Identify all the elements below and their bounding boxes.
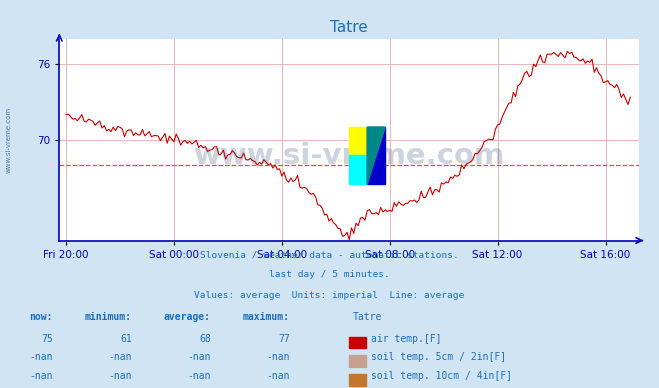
Text: -nan: -nan xyxy=(187,371,211,381)
Text: Slovenia / weather data - automatic stations.: Slovenia / weather data - automatic stat… xyxy=(200,250,459,259)
Text: Values: average  Units: imperial  Line: average: Values: average Units: imperial Line: av… xyxy=(194,291,465,300)
Bar xyxy=(349,127,367,156)
Text: -nan: -nan xyxy=(108,371,132,381)
Text: -nan: -nan xyxy=(108,352,132,362)
Text: -nan: -nan xyxy=(29,352,53,362)
Text: last day / 5 minutes.: last day / 5 minutes. xyxy=(269,270,390,279)
Bar xyxy=(349,156,367,184)
Text: 75: 75 xyxy=(41,334,53,344)
Bar xyxy=(367,127,386,184)
Text: -nan: -nan xyxy=(266,352,290,362)
Text: -nan: -nan xyxy=(266,371,290,381)
Text: www.si-vreme.com: www.si-vreme.com xyxy=(194,142,505,170)
Text: -nan: -nan xyxy=(187,352,211,362)
Text: soil temp. 5cm / 2in[F]: soil temp. 5cm / 2in[F] xyxy=(371,352,506,362)
Polygon shape xyxy=(367,127,386,184)
Title: Tatre: Tatre xyxy=(330,20,368,35)
Text: -nan: -nan xyxy=(29,371,53,381)
Text: now:: now: xyxy=(29,312,53,322)
Text: soil temp. 10cm / 4in[F]: soil temp. 10cm / 4in[F] xyxy=(371,371,512,381)
Text: 61: 61 xyxy=(120,334,132,344)
Text: 77: 77 xyxy=(278,334,290,344)
Text: www.si-vreme.com: www.si-vreme.com xyxy=(5,107,11,173)
Text: maximum:: maximum: xyxy=(243,312,290,322)
Text: 68: 68 xyxy=(199,334,211,344)
Text: average:: average: xyxy=(164,312,211,322)
Text: Tatre: Tatre xyxy=(353,312,382,322)
Text: minimum:: minimum: xyxy=(85,312,132,322)
Text: air temp.[F]: air temp.[F] xyxy=(371,334,442,344)
